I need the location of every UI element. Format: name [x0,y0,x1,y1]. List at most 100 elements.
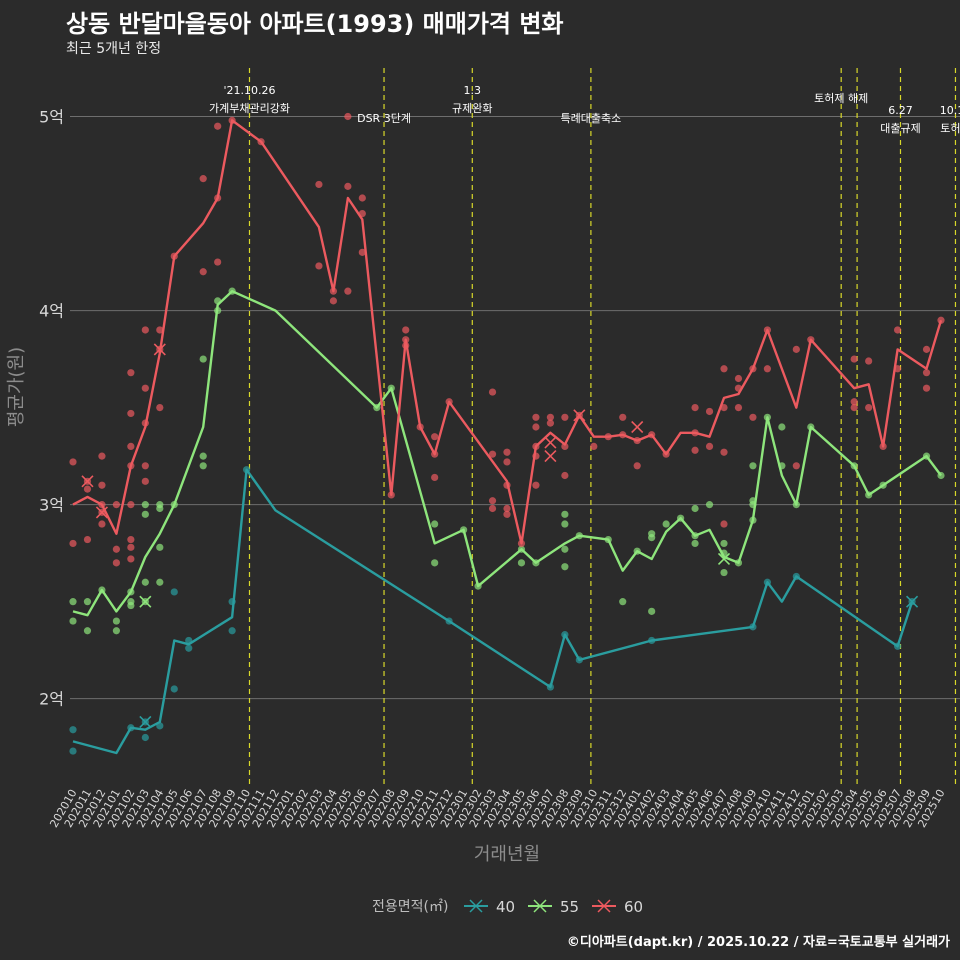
data-point-60 [503,448,511,456]
data-point-60 [691,446,699,454]
x-axis-title: 거래년월 [474,844,540,865]
event-label: '21.10.26 [223,84,275,97]
data-point-60 [127,501,135,509]
y-tick-label: 5억 [39,108,64,127]
data-point-60 [83,535,92,544]
data-point-60 [199,175,207,183]
data-point-60 [792,462,800,470]
data-point-55 [112,627,120,635]
data-point-55 [720,539,728,548]
data-point-40 [228,627,236,635]
data-point-60 [705,407,714,416]
data-point-55 [648,607,656,615]
data-point-60 [720,520,728,528]
data-point-60 [358,194,366,202]
data-point-55 [561,520,569,528]
data-point-60 [83,485,92,493]
data-point-55 [691,539,699,548]
event-label: 6.27 [888,104,913,117]
data-point-60 [720,365,728,373]
data-point-60 [488,504,497,513]
data-point-60 [141,477,149,485]
data-point-60 [763,365,772,373]
data-point-60 [503,458,511,466]
cross-stroke [544,450,557,463]
cross-marker-60 [544,436,557,449]
data-point-60 [488,497,497,505]
event-label: 1.3 [464,84,482,97]
data-point-55 [561,545,569,553]
data-point-60 [112,559,120,567]
data-point-60 [488,450,497,458]
data-point-55 [705,501,714,509]
data-point-55 [156,578,164,586]
data-point-40 [69,747,77,755]
data-point-55 [199,452,207,460]
legend: 전용면적(㎡) 40 55 60 [372,898,643,916]
axes: 2억3억4억5억20201020201120201220210120210220… [6,108,948,865]
data-point-55 [778,423,786,431]
series-line-60 [72,119,943,545]
event-label: 대출규제 [880,122,920,135]
data-point-60 [561,471,569,480]
cross-stroke [153,343,166,356]
cross-marker-55 [717,552,731,566]
data-point-40 [170,588,178,596]
data-point-60 [214,258,222,266]
legend-label: 40 [496,898,515,916]
chart-subtitle: 최근 5개년 한정 [66,41,162,57]
data-point-60 [532,423,540,431]
legend-item-40: 40 [464,898,515,916]
source-credit: ©디아파트(dapt.kr) / 2025.10.22 / 자료=국토교통부 실… [566,935,950,950]
data-point-55 [619,598,627,606]
data-point-60 [850,398,858,406]
event-lines [248,68,957,786]
legend-cross [533,899,547,913]
data-point-60 [329,297,337,305]
data-point-55 [83,627,92,635]
y-tick-label: 3억 [39,496,64,515]
data-point-60 [127,535,135,544]
data-point-60 [127,555,135,563]
cross-stroke [544,436,557,449]
event-label: 토허제 해제 [814,91,868,105]
data-point-55 [199,462,207,470]
data-point-55 [199,355,207,363]
event-label: 규제완화 [452,102,492,115]
gridlines [70,116,960,700]
data-point-60 [315,262,323,270]
data-point-60 [865,403,873,412]
data-point-55 [83,598,92,606]
data-point-60 [315,180,323,189]
event-label: 토허제 [940,122,960,135]
data-point-60 [850,403,858,412]
data-point-60 [69,458,77,466]
data-point-60 [561,413,569,421]
event-label: DSR 3단계 [357,112,411,125]
data-point-60 [141,326,149,334]
legend-cross [597,899,611,913]
data-point-55 [431,520,439,528]
data-point-60 [633,462,641,470]
data-point-55 [156,504,164,513]
data-point-55 [691,504,699,513]
data-point-40 [141,733,149,742]
legend-label: 60 [624,898,643,916]
series-line-55 [72,290,942,617]
legend-title: 전용면적(㎡) [372,899,448,915]
data-point-40 [185,644,193,652]
data-point-60 [922,369,931,377]
cross-marker-55 [139,595,152,608]
data-point-60 [98,520,106,528]
data-point-55 [720,568,728,577]
data-point-60 [344,112,352,121]
series-line-40 [72,468,914,755]
cross-marker-60 [95,506,108,519]
data-point-60 [734,403,743,412]
cross-stroke [139,595,152,608]
cross-stroke [95,506,108,519]
data-point-55 [648,534,656,542]
data-point-60 [503,504,511,513]
data-point-60 [850,355,858,363]
